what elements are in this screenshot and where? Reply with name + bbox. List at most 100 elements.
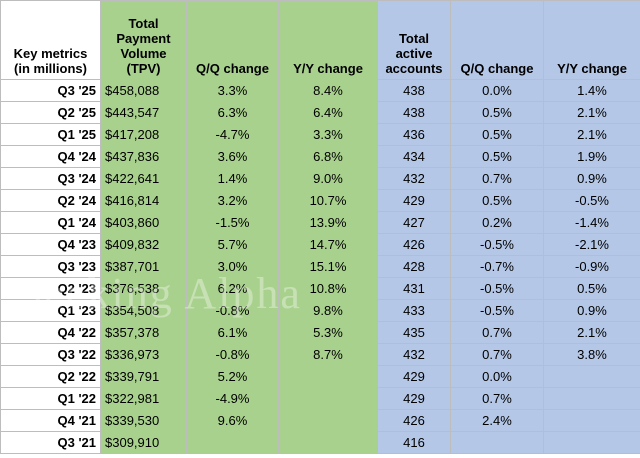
tpv-cell: $458,088 [100, 79, 187, 102]
accounts-yy-change-cell: 2.1% [543, 123, 640, 146]
tpv-yy-change-cell: 9.8% [278, 299, 378, 322]
accounts-qq-change-cell: 0.5% [450, 123, 544, 146]
accounts-cell: 438 [377, 79, 451, 102]
accounts-cell: 416 [377, 431, 451, 454]
tpv-qq-change-cell: 3.0% [186, 255, 279, 278]
tpv-yy-change-cell: 15.1% [278, 255, 378, 278]
tpv-cell: $322,981 [100, 387, 187, 410]
header-accounts-line-1: Total [398, 31, 430, 46]
header-tpv-yy-change: Y/Y change [278, 0, 378, 80]
accounts-qq-change-cell: 0.5% [450, 145, 544, 168]
header-accounts: Total active accounts [377, 0, 451, 80]
accounts-qq-change-cell: -0.7% [450, 255, 544, 278]
accounts-qq-change-cell: 0.7% [450, 321, 544, 344]
table-row: Q3 '21 $309,910 416 [0, 431, 640, 454]
header-tpv-line-4: (TPV) [126, 61, 161, 76]
tpv-yy-change-cell: 8.7% [278, 343, 378, 366]
header-tpv-qq-change: Q/Q change [186, 0, 279, 80]
tpv-yy-change-cell [278, 365, 378, 388]
header-key-metrics-line-1: Key metrics [13, 46, 88, 61]
quarter-cell: Q2 '22 [0, 365, 101, 388]
tpv-cell: $443,547 [100, 101, 187, 124]
header-tpv-line-3: Volume [120, 46, 167, 61]
tpv-cell: $339,791 [100, 365, 187, 388]
quarter-cell: Q4 '24 [0, 145, 101, 168]
accounts-yy-change-cell [543, 431, 640, 454]
table-row: Q1 '22 $322,981 -4.9% 429 0.7% [0, 387, 640, 410]
accounts-qq-change-cell: 0.7% [450, 343, 544, 366]
table-row: Q2 '25 $443,547 6.3% 6.4% 438 0.5% 2.1% [0, 101, 640, 124]
tpv-yy-change-cell: 6.4% [278, 101, 378, 124]
quarter-cell: Q3 '21 [0, 431, 101, 454]
header-key-metrics: Key metrics (in millions) [0, 0, 101, 80]
tpv-yy-change-cell: 5.3% [278, 321, 378, 344]
table-row: Q4 '23 $409,832 5.7% 14.7% 426 -0.5% -2.1% [0, 233, 640, 256]
accounts-cell: 429 [377, 189, 451, 212]
tpv-qq-change-cell: -0.8% [186, 343, 279, 366]
table-row: Q4 '21 $339,530 9.6% 426 2.4% [0, 409, 640, 432]
quarter-cell: Q4 '21 [0, 409, 101, 432]
tpv-cell: $437,836 [100, 145, 187, 168]
header-key-metrics-line-2: (in millions) [14, 61, 87, 76]
accounts-yy-change-cell: -0.9% [543, 255, 640, 278]
accounts-cell: 432 [377, 167, 451, 190]
header-accounts-qq-change: Q/Q change [450, 0, 544, 80]
header-tpv-line-2: Payment [116, 31, 171, 46]
table-row: Q3 '22 $336,973 -0.8% 8.7% 432 0.7% 3.8% [0, 343, 640, 366]
tpv-cell: $387,701 [100, 255, 187, 278]
quarter-cell: Q2 '24 [0, 189, 101, 212]
tpv-cell: $339,530 [100, 409, 187, 432]
accounts-yy-change-cell: 0.9% [543, 299, 640, 322]
accounts-cell: 433 [377, 299, 451, 322]
tpv-qq-change-cell: 6.2% [186, 277, 279, 300]
accounts-cell: 438 [377, 101, 451, 124]
accounts-yy-change-cell: 0.9% [543, 167, 640, 190]
accounts-cell: 426 [377, 233, 451, 256]
accounts-qq-change-cell: 0.5% [450, 189, 544, 212]
table-row: Q3 '24 $422,641 1.4% 9.0% 432 0.7% 0.9% [0, 167, 640, 190]
tpv-cell: $409,832 [100, 233, 187, 256]
tpv-yy-change-cell: 9.0% [278, 167, 378, 190]
table-body: Q3 '25 $458,088 3.3% 8.4% 438 0.0% 1.4% Q2 '25 $… [0, 79, 640, 454]
accounts-yy-change-cell: 2.1% [543, 321, 640, 344]
quarter-cell: Q1 '23 [0, 299, 101, 322]
tpv-yy-change-cell: 13.9% [278, 211, 378, 234]
quarter-cell: Q1 '24 [0, 211, 101, 234]
table-row: Q2 '23 $376,538 6.2% 10.8% 431 -0.5% 0.5% [0, 277, 640, 300]
tpv-qq-change-cell: 3.6% [186, 145, 279, 168]
table-row: Q1 '23 $354,508 -0.8% 9.8% 433 -0.5% 0.9% [0, 299, 640, 322]
tpv-qq-change-cell: 6.1% [186, 321, 279, 344]
accounts-yy-change-cell: -2.1% [543, 233, 640, 256]
accounts-cell: 429 [377, 365, 451, 388]
tpv-cell: $417,208 [100, 123, 187, 146]
tpv-yy-change-cell [278, 409, 378, 432]
header-tpv-line-1: Total [128, 16, 159, 31]
quarter-cell: Q4 '23 [0, 233, 101, 256]
accounts-yy-change-cell [543, 387, 640, 410]
tpv-qq-change-cell: 5.2% [186, 365, 279, 388]
tpv-yy-change-cell: 10.8% [278, 277, 378, 300]
accounts-yy-change-cell: 3.8% [543, 343, 640, 366]
accounts-qq-change-cell: 0.0% [450, 79, 544, 102]
tpv-qq-change-cell: 6.3% [186, 101, 279, 124]
accounts-qq-change-cell: -0.5% [450, 277, 544, 300]
header-accounts-line-3: accounts [385, 61, 443, 76]
tpv-yy-change-cell [278, 387, 378, 410]
tpv-qq-change-cell: -0.8% [186, 299, 279, 322]
accounts-cell: 435 [377, 321, 451, 344]
accounts-qq-change-cell: 0.0% [450, 365, 544, 388]
accounts-cell: 426 [377, 409, 451, 432]
tpv-qq-change-cell: 3.2% [186, 189, 279, 212]
quarter-cell: Q3 '22 [0, 343, 101, 366]
accounts-cell: 432 [377, 343, 451, 366]
quarter-cell: Q1 '25 [0, 123, 101, 146]
accounts-yy-change-cell: 0.5% [543, 277, 640, 300]
accounts-yy-change-cell: -0.5% [543, 189, 640, 212]
table-row: Q4 '22 $357,378 6.1% 5.3% 435 0.7% 2.1% [0, 321, 640, 344]
header-row: Key metrics (in millions) Total Payment … [0, 0, 640, 80]
tpv-qq-change-cell: 1.4% [186, 167, 279, 190]
accounts-qq-change-cell: 0.2% [450, 211, 544, 234]
accounts-qq-change-cell: 0.7% [450, 387, 544, 410]
accounts-yy-change-cell: 1.4% [543, 79, 640, 102]
